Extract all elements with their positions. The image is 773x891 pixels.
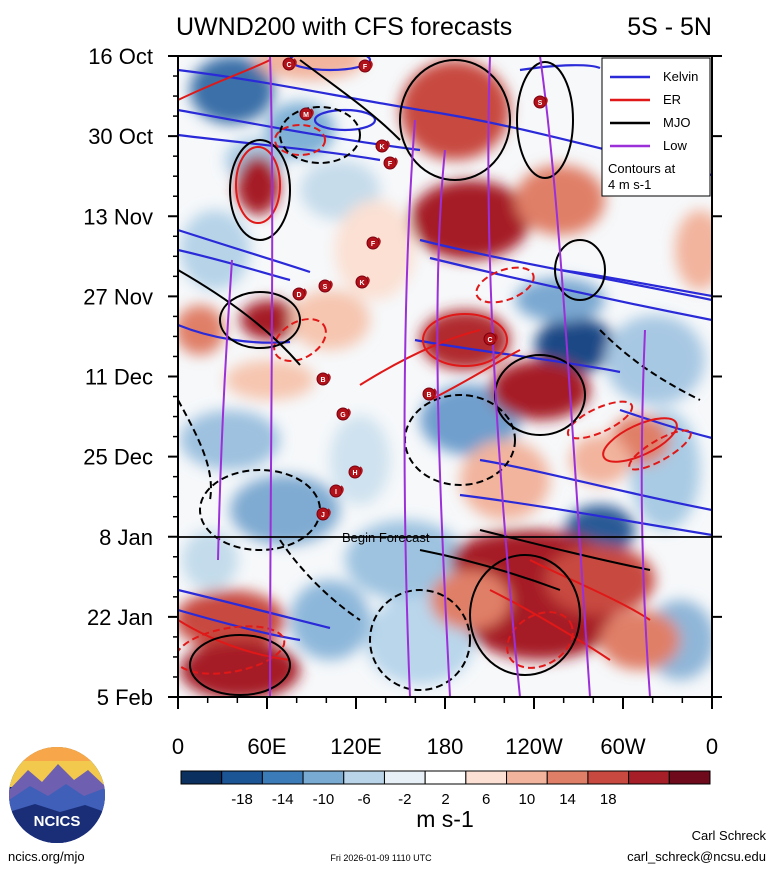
colorbar-swatch [546,770,589,785]
colorbar-swatch [180,770,223,785]
y-tick-label: 5 Feb [97,685,153,710]
footer-timestamp: Fri 2026-01-09 1110 UTC [330,853,432,863]
colorbar-units: m s-1 [416,806,474,832]
tc-label: F [388,161,393,168]
tc-marker: S [318,279,333,293]
tc-marker: I [329,484,344,498]
tc-marker: F [383,156,398,170]
y-axis: 16 Oct 30 Oct 13 Nov 27 Nov 11 Dec 25 Dec 8 Ja… [83,44,722,710]
legend-label-er: ER [663,92,681,107]
colorbar-swatch [628,770,670,785]
tc-marker: K [355,275,370,289]
tc-label: B [426,392,431,399]
tc-label: G [340,412,346,419]
tc-label: F [363,64,368,71]
tc-marker: J [316,507,331,521]
colorbar-label: -14 [272,791,294,808]
tc-label: C [487,337,492,344]
tc-label: F [371,241,376,248]
legend-note-line1: Contours at [608,161,676,176]
legend-note-line2: 4 m s-1 [608,177,651,192]
colorbar-label: -2 [398,791,411,808]
forecast-label: Begin Forecast [342,530,430,545]
heatmap-field [178,56,712,697]
y-tick-label: 13 Nov [83,204,153,229]
legend: Kelvin ER MJO Low Contours at 4 m s-1 [601,57,711,197]
legend-label-kelvin: Kelvin [663,69,698,84]
colorbar-label: -18 [231,791,253,808]
x-tick-label: 180 [427,734,464,759]
colorbar-swatch [424,770,467,785]
colorbar-swatch [261,770,304,785]
colorbar-label: 6 [482,791,490,808]
ncics-logo: NCICS [9,747,105,843]
tc-label: S [323,284,328,291]
y-tick-label: 11 Dec [85,365,153,390]
tc-marker: C [483,332,498,346]
x-tick-label: 60E [247,734,286,759]
colorbar-label: 10 [519,791,536,808]
colorbar-swatch [506,770,548,785]
legend-label-mjo: MJO [663,115,690,130]
tc-marker: C [282,57,297,71]
colorbar-swatch [343,770,385,785]
colorbar-swatch [302,770,345,785]
chart-title: UWND200 with CFS forecasts [176,13,512,41]
tc-label: C [286,62,291,69]
tc-markers: C F M S K F F D S K B G H I J C B [282,57,548,521]
y-tick-label: 25 Dec [83,445,153,470]
colorbar-label: -6 [357,791,370,808]
x-tick-label: 0 [172,734,184,759]
y-tick-label: 27 Nov [83,284,153,309]
tc-marker: H [348,465,363,479]
tc-marker: F [358,59,373,73]
tc-marker: D [292,287,307,301]
tc-label: D [296,292,301,299]
colorbar-swatch [668,770,711,785]
footer-email: carl_schreck@ncsu.edu [627,849,766,864]
legend-box [601,57,711,197]
tc-marker: K [375,139,390,153]
tc-marker: B [316,372,331,386]
colorbar-swatch [587,770,630,785]
logo-text: NCICS [34,813,81,830]
colorbar-swatch [383,770,426,785]
tc-label: M [303,112,309,119]
tc-label: I [335,489,337,496]
footer-author: Carl Schreck [692,828,767,843]
y-tick-label: 16 Oct [88,44,153,69]
x-tick-label: 60W [600,734,645,759]
footer-url: ncics.org/mjo [8,849,85,864]
tc-label: H [352,470,357,477]
legend-label-low: Low [663,138,687,153]
colorbar-label: -10 [313,791,335,808]
tc-label: J [321,512,325,519]
x-tick-label: 120E [330,734,381,759]
colorbar-swatch [465,770,508,785]
colorbar-label: 14 [559,791,576,808]
tc-marker: G [336,407,351,421]
tc-marker: M [299,107,314,121]
y-tick-label: 8 Jan [99,525,153,550]
x-axis: 0 60E 120E 180 120W 60W 0 [172,697,718,759]
y-tick-label: 22 Jan [87,605,153,630]
chart-subtitle: 5S - 5N [627,13,712,41]
tc-marker: B [422,387,437,401]
tc-label: K [359,280,364,287]
colorbar-label: 18 [600,791,617,808]
tc-marker: S [533,95,548,109]
tc-label: K [379,144,384,151]
colorbar-swatch [221,770,263,785]
x-tick-label: 120W [505,734,563,759]
tc-label: B [320,377,325,384]
tc-label: S [538,100,543,107]
colorbar-label: 2 [441,791,449,808]
y-tick-label: 30 Oct [88,124,153,149]
colorbar: -18 -14 -10 -6 -2 2 6 10 14 18 [180,770,711,808]
contours [178,56,712,697]
tc-marker: F [366,236,381,250]
x-tick-label: 0 [706,734,718,759]
